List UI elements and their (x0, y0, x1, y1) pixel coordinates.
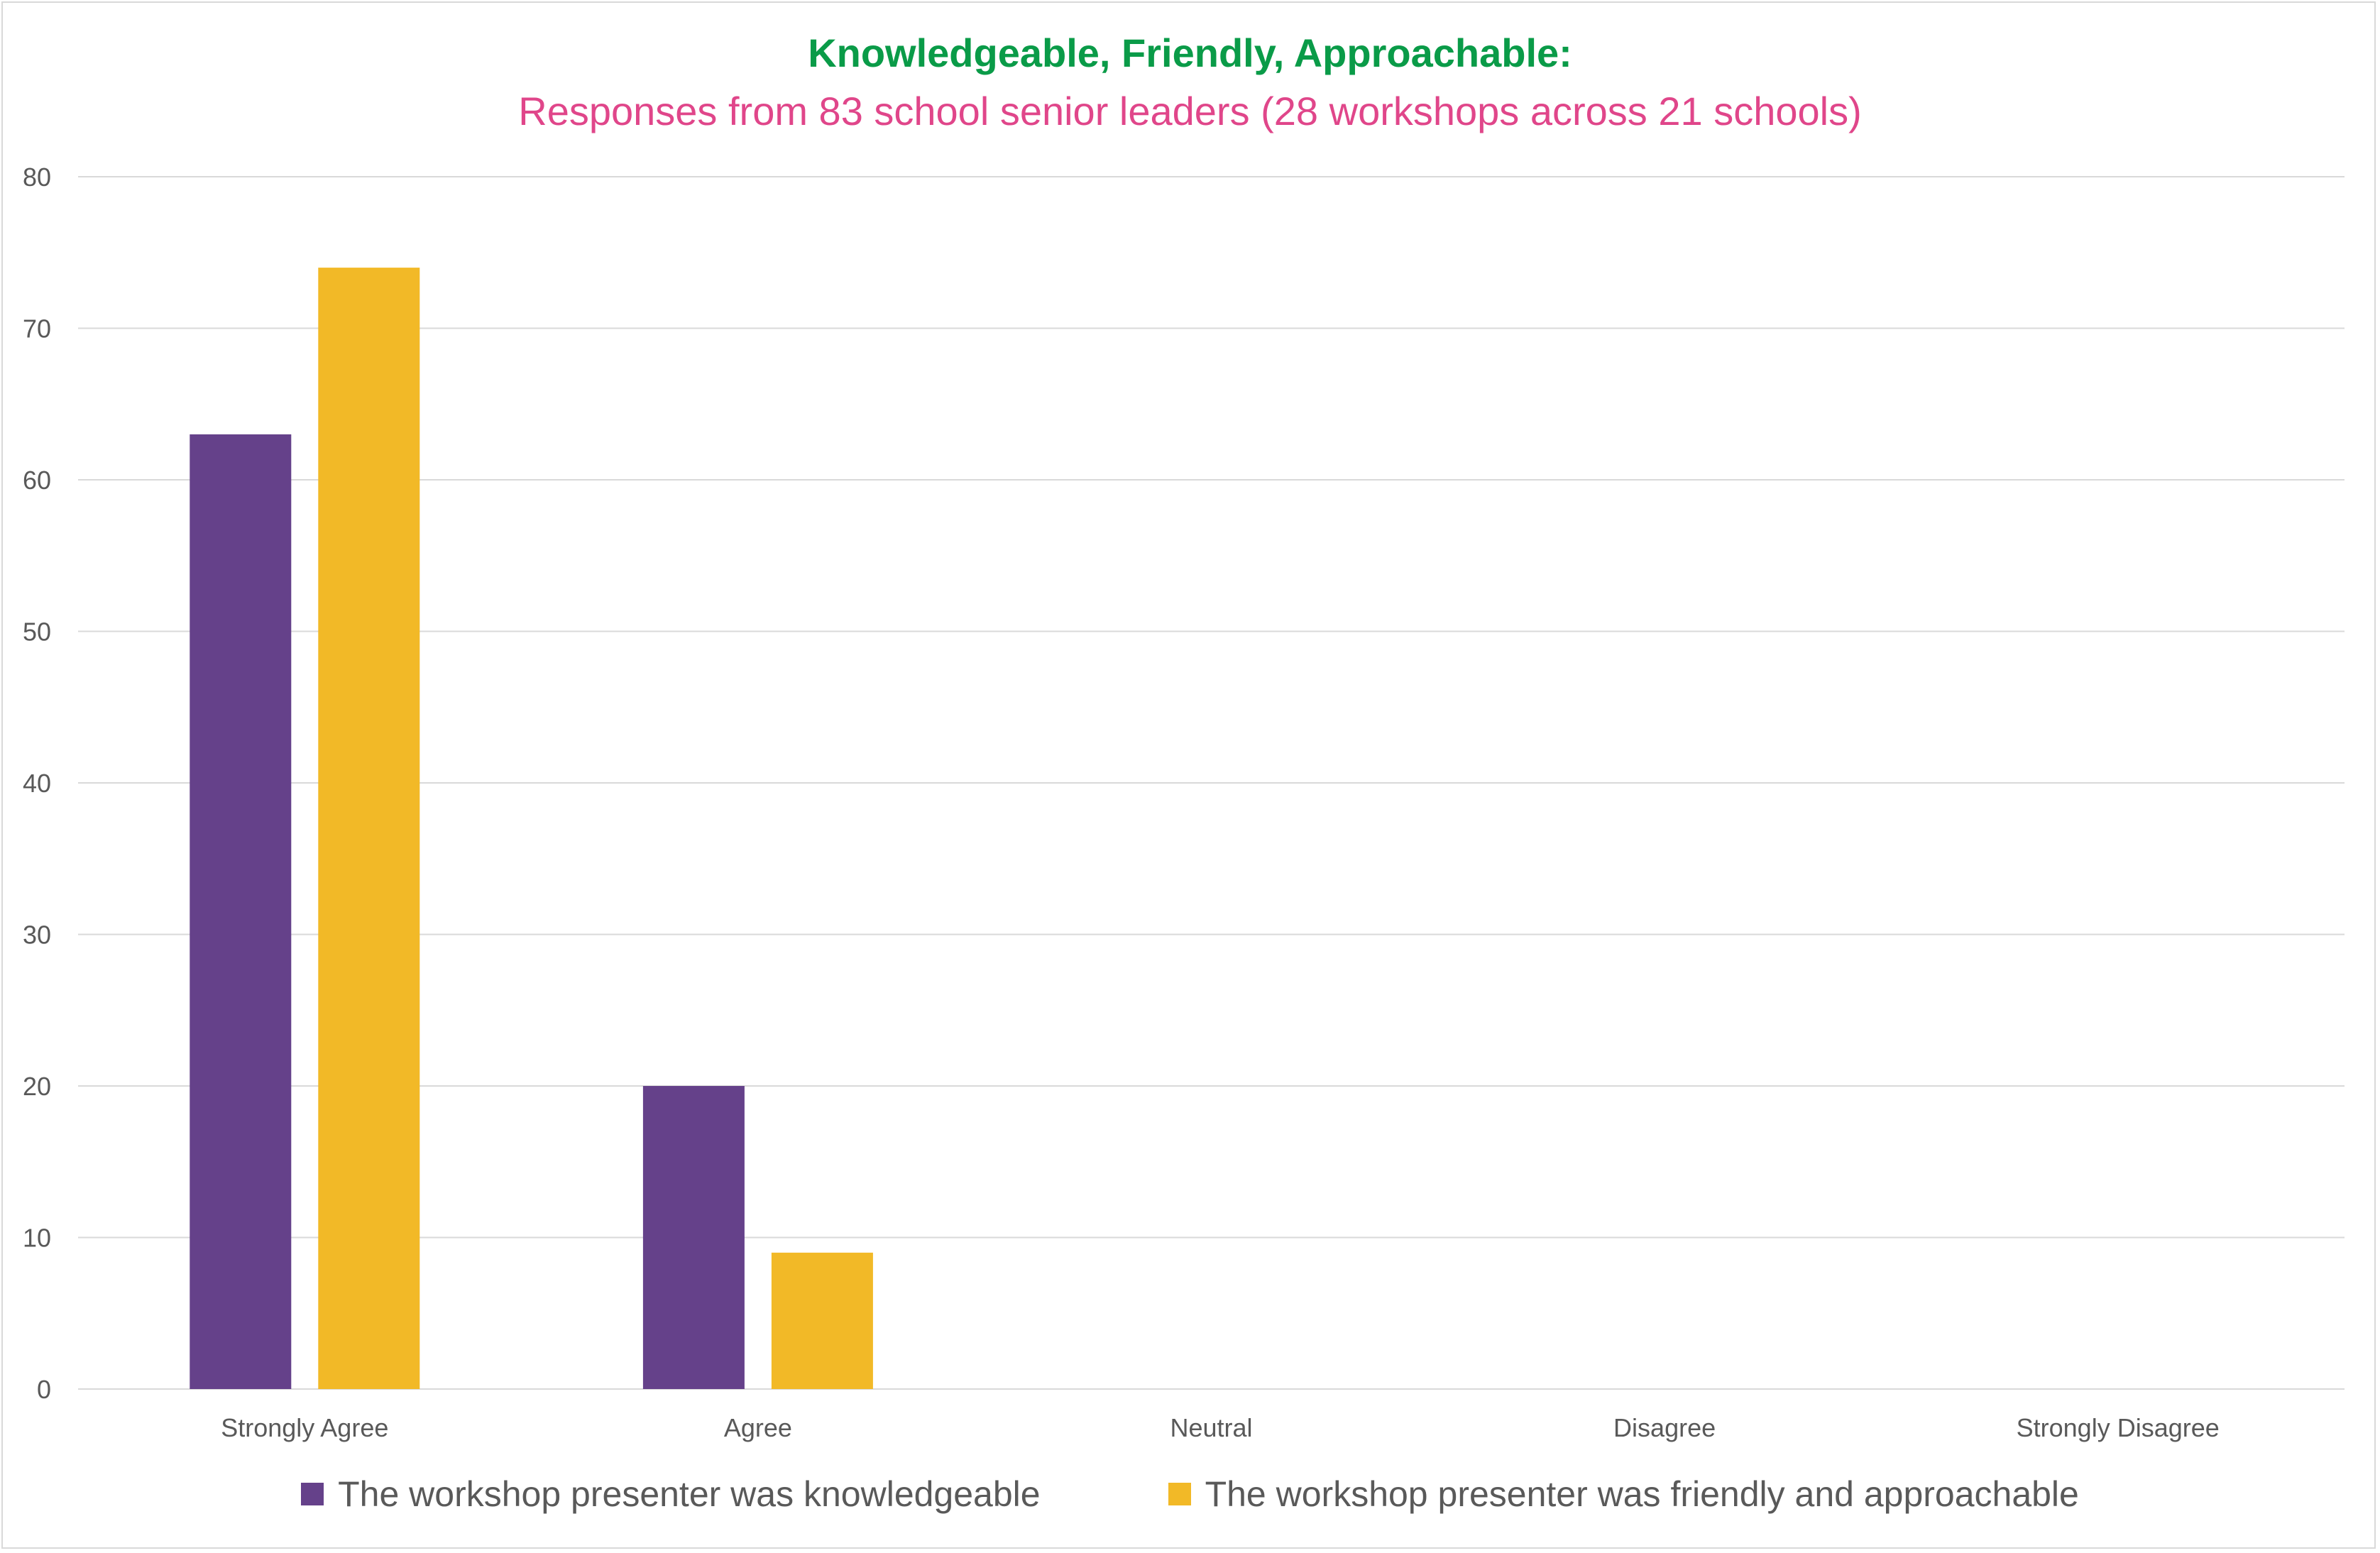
legend-swatch-knowledgeable (301, 1483, 324, 1505)
y-tick-label-60: 60 (23, 466, 51, 495)
x-axis-ticks: Strongly Agree Agree Neutral Disagree Strong… (221, 1413, 2220, 1442)
y-tick-label-20: 20 (23, 1072, 51, 1101)
x-tick-label-disagree: Disagree (1613, 1413, 1716, 1442)
y-tick-label-70: 70 (23, 314, 51, 344)
bars (190, 268, 873, 1390)
y-tick-label-80: 80 (23, 163, 51, 192)
x-tick-label-strongly-agree: Strongly Agree (221, 1413, 388, 1442)
bar-series1-agree (771, 1252, 873, 1389)
legend-item-friendly: The workshop presenter was friendly and … (1168, 1474, 2079, 1515)
x-tick-label-strongly-disagree: Strongly Disagree (2017, 1413, 2220, 1442)
bar-series0-strongly-agree (190, 434, 292, 1390)
y-tick-label-30: 30 (23, 921, 51, 950)
y-tick-label-40: 40 (23, 769, 51, 798)
y-tick-label-0: 0 (37, 1375, 51, 1404)
y-tick-label-50: 50 (23, 618, 51, 647)
legend-item-knowledgeable: The workshop presenter was knowledgeable (301, 1474, 1041, 1515)
legend: The workshop presenter was knowledgeable… (0, 1474, 2380, 1515)
bar-series0-agree (642, 1086, 745, 1389)
y-axis-ticks: 0 10 20 30 40 50 60 70 80 (23, 163, 51, 1404)
bar-series1-strongly-agree (318, 268, 420, 1390)
gridlines (78, 176, 2345, 1390)
x-tick-label-agree: Agree (724, 1413, 792, 1442)
legend-swatch-friendly (1168, 1483, 1191, 1505)
legend-label-friendly: The workshop presenter was friendly and … (1205, 1474, 2079, 1514)
y-tick-label-10: 10 (23, 1224, 51, 1253)
chart-title: Knowledgeable, Friendly, Approachable: (808, 31, 1572, 75)
chart-subtitle: Responses from 83 school senior leaders … (518, 89, 1862, 133)
legend-label-knowledgeable: The workshop presenter was knowledgeable (338, 1474, 1041, 1514)
x-tick-label-neutral: Neutral (1170, 1413, 1252, 1442)
